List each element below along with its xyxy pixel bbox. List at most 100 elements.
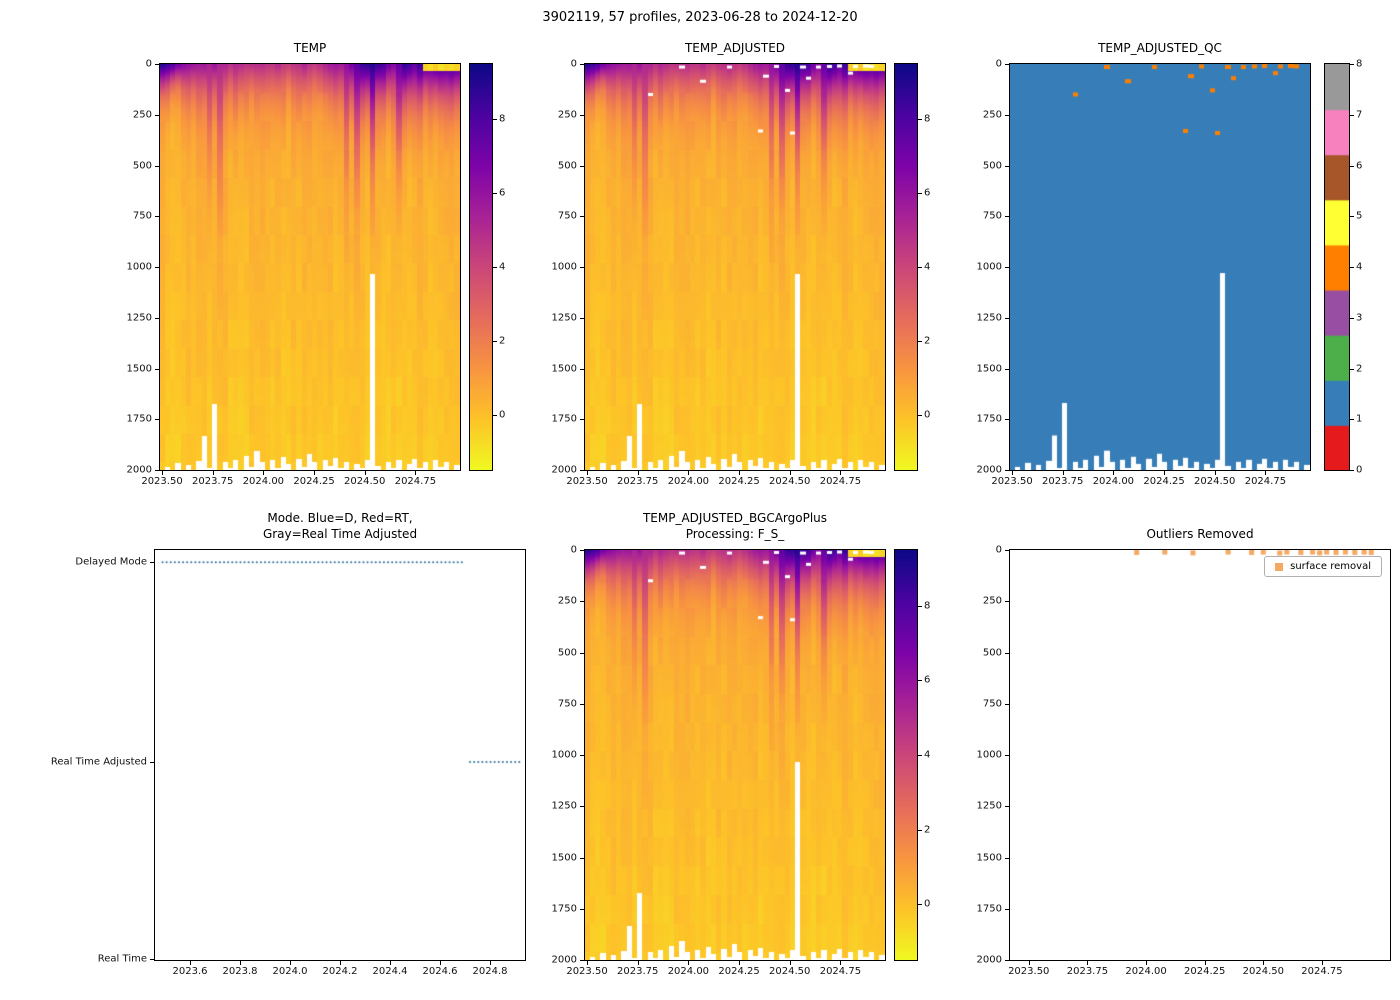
tick-label: 1250 [551, 800, 577, 812]
tick-label: 0 [499, 409, 506, 421]
tick-mark [155, 216, 159, 218]
tick-label: 1750 [551, 903, 577, 915]
bgc-heatmap [584, 549, 886, 961]
tick-mark [580, 703, 584, 705]
tick-label: 2024.25 [293, 476, 335, 487]
tick-label: 2000 [126, 464, 152, 476]
tick-label: 500 [132, 160, 152, 171]
tick-label: 2 [924, 824, 931, 836]
tick-mark [587, 961, 589, 965]
tick-mark [580, 908, 584, 910]
tick-label: 6 [1356, 160, 1363, 171]
tick-label: 2024.50 [769, 476, 811, 487]
tick-label: 1250 [976, 800, 1002, 812]
tick-mark [155, 165, 159, 167]
tick-label: 2024.75 [394, 476, 437, 487]
tick-label: 1750 [976, 413, 1002, 425]
tick-mark [1005, 703, 1009, 705]
tick-label: 8 [924, 113, 931, 125]
tick-mark [155, 470, 159, 471]
tick-label: 2023.50 [566, 966, 608, 977]
tick-label: 2023.75 [1066, 966, 1109, 977]
temp-heatmap [159, 63, 461, 471]
tick-mark [390, 961, 391, 965]
tick-label: 2024.50 [769, 966, 811, 977]
tick-label: 0 [995, 544, 1002, 556]
tick-label: Delayed Mode [75, 556, 147, 568]
tick-mark [1350, 216, 1354, 218]
tick-label: 2023.50 [566, 476, 608, 487]
tick-mark [840, 961, 842, 965]
tick-label: 2024.75 [1244, 476, 1287, 487]
tick-mark [1012, 471, 1014, 475]
tick-label: 500 [982, 647, 1002, 658]
tick-label: 1750 [976, 903, 1002, 915]
bgc-plot-title: TEMP_ADJUSTED_BGCArgoPlus Processing: F_… [642, 511, 828, 541]
tick-mark [1062, 471, 1064, 475]
tick-label: 2023.6 [172, 966, 208, 977]
tick-mark [840, 471, 842, 475]
tick-mark [580, 64, 584, 65]
tick-mark [789, 471, 791, 475]
tick-mark [1005, 908, 1009, 910]
tick-mark [918, 193, 922, 195]
tick-label: 6 [499, 187, 506, 199]
tick-label: 8 [1356, 58, 1363, 70]
tick-mark [190, 961, 191, 965]
tick-mark [1350, 419, 1354, 421]
tick-label: 250 [982, 595, 1002, 607]
tick-mark [155, 368, 159, 370]
tick-mark [490, 961, 491, 965]
tick-label: 1500 [976, 363, 1002, 374]
outliers-plot-title: Outliers Removed [1146, 527, 1254, 541]
tick-label: 3 [1356, 312, 1363, 324]
tick-mark [440, 961, 441, 965]
tick-mark [580, 419, 584, 421]
tick-mark [580, 267, 584, 268]
tick-mark [1350, 317, 1354, 319]
tick-mark [580, 806, 584, 808]
tick-mark [1005, 806, 1009, 808]
tick-label: 2024.25 [1184, 966, 1226, 977]
tick-mark [580, 368, 584, 370]
tick-label: 6 [924, 187, 931, 199]
tick-label: 1500 [551, 363, 577, 374]
tick-mark [587, 471, 589, 475]
tick-mark [1263, 961, 1265, 965]
qc-flag-colorbar [1324, 63, 1350, 471]
tick-label: 1000 [976, 749, 1002, 761]
tick-label: 250 [557, 595, 577, 607]
tick-mark [1350, 114, 1354, 116]
tick-label: 250 [132, 109, 152, 121]
tick-label: 2000 [976, 464, 1002, 476]
tick-label: 2024.75 [819, 966, 862, 977]
tick-label: 2024.25 [1143, 476, 1185, 487]
tick-mark [1350, 267, 1354, 268]
tick-label: 2023.75 [192, 476, 234, 487]
tick-label: 250 [557, 109, 577, 121]
tick-mark [918, 340, 922, 342]
tick-mark [1005, 419, 1009, 421]
temp-adjusted-qc-plot-title: TEMP_ADJUSTED_QC [1098, 41, 1222, 55]
tick-mark [493, 193, 497, 195]
tick-mark [340, 961, 341, 965]
tick-label: 2023.75 [1042, 476, 1084, 487]
tick-mark [155, 267, 159, 268]
tick-label: 2 [924, 335, 931, 347]
tick-mark [1005, 601, 1009, 603]
tick-mark [415, 471, 417, 475]
tick-mark [493, 119, 497, 121]
tick-label: 500 [982, 160, 1002, 171]
tick-label: 2000 [551, 954, 577, 966]
tick-mark [1214, 471, 1216, 475]
tick-label: 0 [1356, 464, 1363, 476]
tick-mark [155, 114, 159, 116]
tick-label: 500 [557, 647, 577, 658]
tick-label: 2000 [551, 464, 577, 476]
tick-label: 2024.0 [272, 966, 308, 977]
tick-mark [688, 961, 690, 965]
tick-label: 1000 [551, 261, 577, 273]
tick-mark [150, 761, 154, 763]
outliers-scatter-plot [1009, 549, 1391, 961]
temp-colorbar [469, 63, 493, 471]
